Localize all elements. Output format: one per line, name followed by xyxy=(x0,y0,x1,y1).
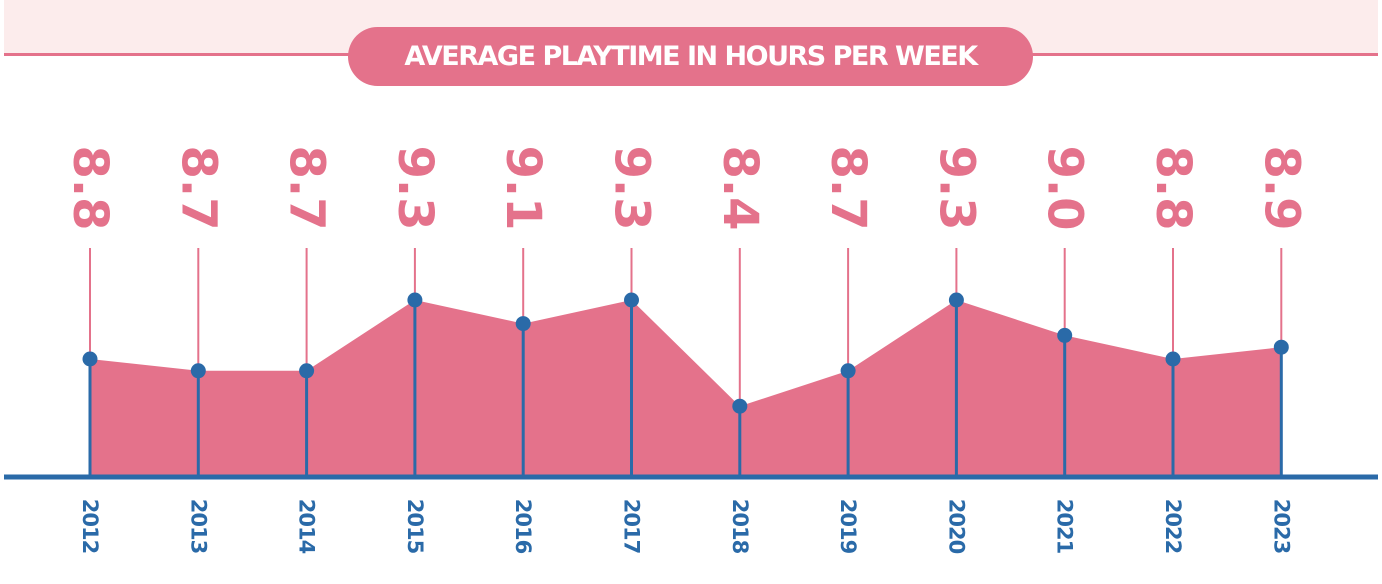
data-point xyxy=(948,292,964,308)
x-tick-label: 2015 xyxy=(403,499,427,554)
data-label: 8.8 xyxy=(1145,145,1201,230)
data-label: 9.3 xyxy=(928,145,984,230)
x-tick-label: 2017 xyxy=(620,499,644,553)
x-tick-label: 2020 xyxy=(944,499,968,554)
data-point xyxy=(299,363,315,379)
data-point xyxy=(407,292,423,308)
data-label: 8.4 xyxy=(712,145,768,230)
data-label: 8.8 xyxy=(62,145,118,230)
x-tick-label: 2018 xyxy=(728,499,752,554)
x-tick-label: 2021 xyxy=(1053,499,1077,554)
data-label: 8.7 xyxy=(820,145,876,230)
x-tick-label: 2019 xyxy=(836,499,860,554)
x-tick-label: 2022 xyxy=(1161,499,1185,553)
data-label: 9.3 xyxy=(604,145,660,230)
data-label: 8.7 xyxy=(279,145,335,230)
x-tick-label: 2014 xyxy=(295,499,319,554)
data-label: 8.7 xyxy=(170,145,226,230)
chart-title: AVERAGE PLAYTIME IN HOURS PER WEEK xyxy=(404,41,978,72)
data-point xyxy=(1165,351,1181,367)
x-tick-label: 2023 xyxy=(1269,499,1293,553)
data-point xyxy=(624,292,639,308)
data-point xyxy=(1057,327,1073,343)
data-label: 9.3 xyxy=(387,145,443,230)
data-label: 9.1 xyxy=(495,145,551,230)
area-fill xyxy=(90,300,1282,477)
data-point xyxy=(1273,339,1289,355)
data-point xyxy=(82,351,98,367)
x-tick-label: 2016 xyxy=(511,499,535,554)
data-point xyxy=(190,363,206,379)
x-tick-label: 2013 xyxy=(186,499,210,553)
data-point xyxy=(515,316,531,332)
title-pill: AVERAGE PLAYTIME IN HOURS PER WEEK xyxy=(348,27,1033,86)
data-point xyxy=(732,398,748,414)
data-label: 8.9 xyxy=(1253,145,1309,230)
x-tick-label: 2012 xyxy=(78,499,102,553)
data-label: 9.0 xyxy=(1037,145,1093,230)
data-point xyxy=(840,363,856,379)
